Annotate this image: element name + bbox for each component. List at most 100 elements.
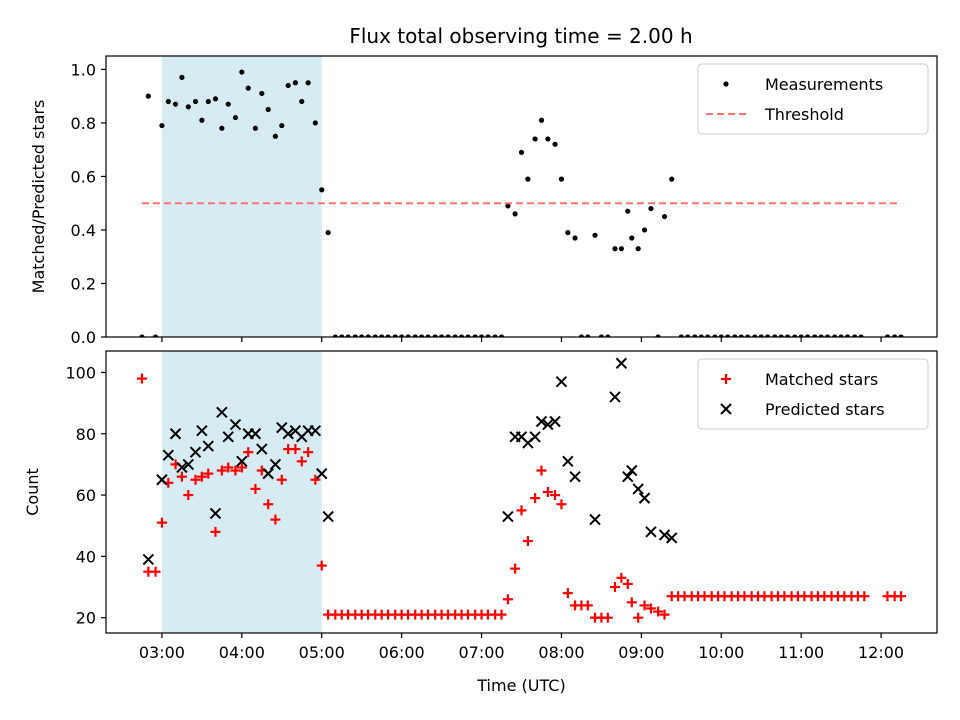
measurements-point xyxy=(844,334,851,337)
predicted-stars-point xyxy=(229,418,242,431)
matched-stars-point xyxy=(859,591,870,602)
matched-stars-point xyxy=(176,471,187,482)
measurements-point xyxy=(239,69,245,75)
x-tick-label: 11:00 xyxy=(778,643,824,662)
predicted-stars-point xyxy=(309,424,322,437)
top-panel-matched-ratio: 0.0 0.2 0.4 0.6 0.8 1.0 Matched/Predicted star… xyxy=(29,55,938,347)
bottom-panel-counts: 03:00 04:00 05:00 06:00 07:00 08:00 09:00 10:00… xyxy=(23,350,938,695)
measurements-point xyxy=(379,334,385,337)
measurements-point xyxy=(778,334,784,337)
matched-stars-point xyxy=(609,582,620,593)
matched-stars-point xyxy=(183,490,194,501)
measurements-point xyxy=(538,117,545,123)
measurements-point xyxy=(818,334,824,337)
measurements-point xyxy=(219,125,225,131)
legend-label: Predicted stars xyxy=(765,400,885,419)
matched-stars-point xyxy=(303,447,314,458)
measurements-point xyxy=(698,334,704,337)
measurements-point xyxy=(232,114,239,121)
matched-stars-point xyxy=(562,588,573,599)
measurements-point xyxy=(445,334,451,337)
predicted-stars-point xyxy=(645,526,657,538)
predicted-stars-point xyxy=(666,532,678,544)
legend-box xyxy=(697,358,929,430)
measurements-point xyxy=(585,334,591,337)
predicted-stars-point xyxy=(162,449,175,461)
y-tick-label: 60 xyxy=(76,486,96,505)
chart-title: Flux total observing time = 2.00 h xyxy=(349,24,692,48)
measurements-point xyxy=(252,125,259,131)
measurements-point xyxy=(592,232,598,238)
matched-stars-point xyxy=(582,600,593,611)
measurements-point xyxy=(518,149,525,155)
predicted-stars-point xyxy=(216,406,228,419)
top-axes-frame xyxy=(105,55,938,338)
measurements-point xyxy=(172,101,179,107)
predicted-stars-point xyxy=(555,375,568,388)
measurements-point xyxy=(185,104,191,110)
matched-stars-point xyxy=(216,465,227,476)
matched-stars-point xyxy=(223,462,234,473)
measurements-point xyxy=(852,334,858,337)
matched-stars-point xyxy=(203,468,214,479)
measurements-point xyxy=(884,334,891,337)
measurements-point xyxy=(452,334,458,337)
measurements-point xyxy=(629,235,635,241)
x-tick-label: 08:00 xyxy=(538,643,584,662)
legend-item: Matched stars xyxy=(721,370,878,389)
measurements-point xyxy=(312,120,318,126)
matched-stars-point xyxy=(156,517,167,528)
measurements-point xyxy=(412,334,418,337)
measurements-point xyxy=(565,230,571,236)
measurements-point xyxy=(225,101,231,107)
matched-stars-point xyxy=(516,505,527,516)
measurements-point xyxy=(305,80,311,86)
predicted-stars-point xyxy=(638,492,651,504)
measurements-point xyxy=(265,106,271,113)
measurements-point xyxy=(498,334,505,337)
x-tick-label: 05:00 xyxy=(299,643,345,662)
predicted-stars-point xyxy=(269,458,282,471)
predicted-stars-point xyxy=(622,470,634,483)
measurements-point xyxy=(712,334,718,337)
predicted-stars-point xyxy=(209,507,222,520)
measurements-point xyxy=(804,334,811,337)
predicted-stars-point xyxy=(282,428,294,440)
measurements-point xyxy=(784,334,791,337)
measurements-point xyxy=(145,93,151,99)
bottom-y-ticks: 20 40 60 80 100 xyxy=(65,363,106,628)
predicted-stars-point xyxy=(542,418,554,431)
predicted-stars-point xyxy=(658,529,671,541)
measurements-point xyxy=(165,98,171,105)
measurements-point xyxy=(339,334,345,337)
x-tick-label: 12:00 xyxy=(858,643,904,662)
measurements-point xyxy=(465,334,471,337)
predicted-stars-point xyxy=(632,483,644,495)
measurements-point xyxy=(472,334,478,337)
measurements-point xyxy=(359,334,365,337)
matched-stars-point xyxy=(622,578,633,589)
measurements-point xyxy=(824,334,831,337)
matched-stars-point xyxy=(645,603,656,614)
matched-stars-point xyxy=(502,594,513,605)
measurements-point xyxy=(618,246,624,252)
predicted-stars-point xyxy=(176,461,188,474)
matched-stars-point xyxy=(633,612,644,623)
predicted-stars-point xyxy=(236,455,248,468)
measurements-point xyxy=(212,96,219,102)
matched-stars-point xyxy=(263,499,274,510)
predicted-stars-point xyxy=(156,474,168,486)
matched-stars-point xyxy=(230,465,241,476)
measurements-point xyxy=(718,334,724,337)
x-tick-label: 04:00 xyxy=(219,643,265,662)
matched-stars-point xyxy=(639,600,650,611)
matched-stars-point xyxy=(196,471,207,482)
predicted-stars-point xyxy=(316,467,328,480)
matched-stars-point xyxy=(602,612,613,623)
observing-window-highlight xyxy=(161,56,322,337)
measurements-point xyxy=(432,334,438,337)
measurements-point xyxy=(192,98,199,105)
legend-label: Threshold xyxy=(764,105,844,124)
matched-stars-point xyxy=(290,444,301,455)
measurements-point xyxy=(425,334,431,337)
